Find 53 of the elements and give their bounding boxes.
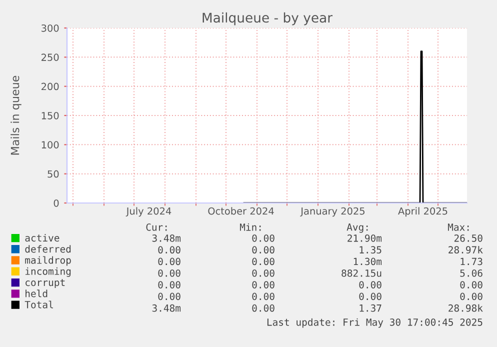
legend-label: held [26, 290, 48, 298]
y-tick-label: 150 [42, 112, 59, 120]
text: 0.00 [460, 292, 482, 300]
text: 0.00 [252, 292, 274, 300]
y-tick-label: 100 [42, 141, 59, 148]
text: 28.98k [448, 304, 483, 312]
x-tick-label: July 2024 [126, 207, 172, 217]
text: 0.00 [252, 234, 274, 242]
legend-label: corrupt [26, 279, 65, 288]
x-tick-label: October 2024 [208, 207, 274, 215]
legend-label: incoming [25, 267, 71, 277]
text: 0.00 [359, 292, 382, 300]
text: 26.50 [454, 234, 482, 242]
y-tick-label: 300 [42, 24, 59, 32]
text: Min: [240, 223, 261, 231]
text: 1.35 [360, 246, 382, 254]
text: 0.00 [158, 292, 180, 300]
y-tick-label: 200 [42, 82, 59, 90]
y-axis-title: Mails in queue [10, 76, 22, 155]
text: 0.00 [252, 281, 274, 288]
text: 1.30m [354, 258, 382, 266]
y-tick-label: 250 [42, 54, 59, 61]
text: 0.00 [460, 281, 482, 288]
legend-label: deferred [25, 245, 71, 253]
text: 0.00 [158, 281, 180, 288]
text: Cur: [146, 223, 167, 231]
y-tick-label: 0 [54, 199, 59, 207]
text: 1.37 [360, 304, 382, 312]
text: 882.15u [342, 269, 382, 277]
text: 0.00 [158, 246, 180, 254]
text: 0.00 [252, 269, 274, 277]
chart-title: Mailqueue - by year [202, 12, 333, 26]
text: Last update: Fri May 30 17:00:45 2025 [267, 318, 482, 328]
text: Max: [448, 224, 469, 231]
text: 1.73 [460, 258, 482, 266]
x-tick-label: January 2025 [300, 207, 364, 217]
text: 0.00 [252, 258, 274, 266]
text: Avg: [346, 224, 368, 233]
legend-label: active [25, 234, 60, 242]
text: 5.06 [460, 269, 482, 277]
text: 3.48m [152, 234, 181, 242]
text: 28.97k [448, 246, 483, 254]
legend-label: Total [24, 300, 53, 308]
text: 0.00 [359, 281, 382, 288]
text: 0.00 [158, 269, 180, 277]
x-tick-label: April 2025 [398, 207, 448, 217]
text: 0.00 [252, 304, 274, 312]
text: 21.90m [348, 234, 382, 242]
text: 3.48m [152, 304, 181, 312]
text: 0.00 [158, 258, 180, 266]
legend-label: maildrop [25, 256, 71, 266]
text: 0.00 [252, 246, 274, 254]
y-tick-label: 50 [48, 170, 59, 178]
